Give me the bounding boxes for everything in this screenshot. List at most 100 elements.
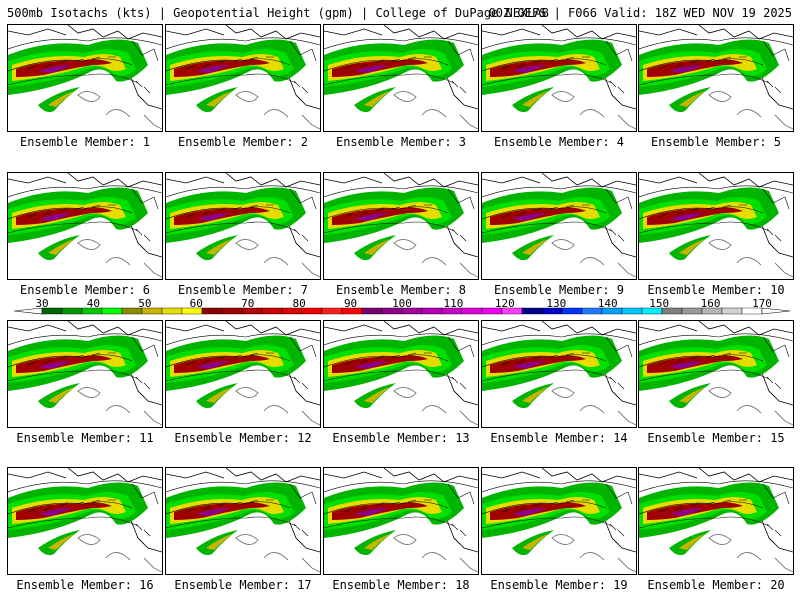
ensemble-member-label: Ensemble Member: 5 (636, 135, 796, 149)
colorbar-tick-label: 70 (241, 297, 255, 310)
ensemble-member-label: Ensemble Member: 4 (479, 135, 639, 149)
member-label-prefix: Ensemble Member: (647, 283, 771, 297)
ensemble-member-label: Ensemble Member: 16 (5, 578, 165, 592)
ensemble-member-label: Ensemble Member: 1 (5, 135, 165, 149)
colorbar-swatch (361, 307, 383, 315)
ensemble-map-panel (638, 320, 794, 428)
member-label-prefix: Ensemble Member: (490, 578, 614, 592)
colorbar-tick-label: 30 (35, 297, 49, 310)
ensemble-map-panel (481, 467, 637, 575)
member-label-prefix: Ensemble Member: (650, 135, 774, 149)
ensemble-member-label: Ensemble Member: 12 (163, 431, 323, 445)
ensemble-member-label: Ensemble Member: 8 (321, 283, 481, 297)
member-label-prefix: Ensemble Member: (647, 578, 771, 592)
member-label-prefix: Ensemble Member: (174, 578, 298, 592)
colorbar-tick-label: 120 (494, 297, 515, 310)
colorbar-swatch (261, 307, 283, 315)
ensemble-map-panel (323, 467, 479, 575)
ensemble-member-label: Ensemble Member: 14 (479, 431, 639, 445)
header-title-left: 500mb Isotachs (kts) | Geopotential Heig… (7, 6, 549, 20)
member-number: 11 (139, 431, 154, 445)
colorbar-swatch (421, 307, 443, 315)
member-number: 5 (773, 135, 782, 149)
colorbar-swatch (321, 307, 343, 315)
ensemble-member-label: Ensemble Member: 18 (321, 578, 481, 592)
colorbar-tick-label: 50 (138, 297, 152, 310)
member-number: 1 (142, 135, 151, 149)
member-number: 4 (616, 135, 625, 149)
member-label-prefix: Ensemble Member: (335, 283, 459, 297)
wind-speed-colorbar (13, 307, 791, 315)
member-number: 6 (142, 283, 151, 297)
member-label-prefix: Ensemble Member: (490, 431, 614, 445)
colorbar-tick-label: 160 (700, 297, 721, 310)
colorbar-tick-label: 110 (443, 297, 464, 310)
member-label-prefix: Ensemble Member: (493, 283, 617, 297)
ensemble-map-panel (7, 172, 163, 280)
ensemble-member-label: Ensemble Member: 17 (163, 578, 323, 592)
ensemble-map-panel (165, 24, 321, 132)
member-number: 3 (458, 135, 467, 149)
colorbar-swatch (621, 307, 643, 315)
ensemble-map-panel (481, 24, 637, 132)
ensemble-map-panel (481, 172, 637, 280)
member-label-prefix: Ensemble Member: (177, 135, 301, 149)
ensemble-map-panel (7, 467, 163, 575)
colorbar-swatch (61, 307, 83, 315)
ensemble-member-label: Ensemble Member: 10 (636, 283, 796, 297)
colorbar-swatch (161, 307, 183, 315)
ensemble-map-panel (323, 24, 479, 132)
ensemble-map-panel (638, 172, 794, 280)
colorbar-tick-label: 150 (649, 297, 670, 310)
colorbar-tick-label: 40 (86, 297, 101, 310)
colorbar-swatch (101, 307, 123, 315)
colorbar-tick-label: 60 (189, 297, 203, 310)
colorbar-swatch (681, 307, 703, 315)
colorbar-tick-label: 130 (546, 297, 567, 310)
ensemble-member-label: Ensemble Member: 6 (5, 283, 165, 297)
ensemble-member-label: Ensemble Member: 13 (321, 431, 481, 445)
member-number: 2 (300, 135, 309, 149)
colorbar-max-arrow (761, 307, 791, 315)
ensemble-member-label: Ensemble Member: 2 (163, 135, 323, 149)
member-label-prefix: Ensemble Member: (493, 135, 617, 149)
ensemble-member-label: Ensemble Member: 3 (321, 135, 481, 149)
member-label-prefix: Ensemble Member: (335, 135, 459, 149)
ensemble-member-label: Ensemble Member: 7 (163, 283, 323, 297)
colorbar-swatch (521, 307, 543, 315)
member-number: 16 (139, 578, 154, 592)
member-label-prefix: Ensemble Member: (19, 135, 143, 149)
ensemble-member-label: Ensemble Member: 11 (5, 431, 165, 445)
member-label-prefix: Ensemble Member: (647, 431, 771, 445)
colorbar-swatch (201, 307, 223, 315)
ensemble-member-label: Ensemble Member: 9 (479, 283, 639, 297)
colorbar-swatch (461, 307, 483, 315)
ensemble-map-panel (323, 320, 479, 428)
colorbar-swatch (721, 307, 743, 315)
ensemble-map-panel (165, 172, 321, 280)
header-title-right: 00Z GEFS | F066 Valid: 18Z WED NOV 19 20… (488, 6, 792, 20)
member-number: 14 (613, 431, 628, 445)
member-number: 13 (455, 431, 470, 445)
map-header: 500mb Isotachs (kts) | Geopotential Heig… (0, 0, 800, 22)
ensemble-map-panel (165, 467, 321, 575)
ensemble-map-panel (7, 24, 163, 132)
colorbar-tick-label: 90 (343, 297, 358, 310)
member-number: 19 (613, 578, 628, 592)
member-label-prefix: Ensemble Member: (16, 578, 140, 592)
member-number: 15 (770, 431, 785, 445)
member-number: 7 (300, 283, 309, 297)
ensemble-member-label: Ensemble Member: 20 (636, 578, 796, 592)
colorbar-tick-label: 80 (292, 297, 306, 310)
member-number: 18 (455, 578, 470, 592)
member-number: 20 (770, 578, 785, 592)
ensemble-map-panel (165, 320, 321, 428)
member-number: 9 (616, 283, 625, 297)
ensemble-map-panel (7, 320, 163, 428)
member-label-prefix: Ensemble Member: (332, 578, 456, 592)
colorbar-tick-label: 170 (752, 297, 772, 310)
member-label-prefix: Ensemble Member: (332, 431, 456, 445)
colorbar-tick-label: 100 (392, 297, 412, 310)
colorbar-swatch (221, 307, 243, 315)
member-label-prefix: Ensemble Member: (174, 431, 298, 445)
